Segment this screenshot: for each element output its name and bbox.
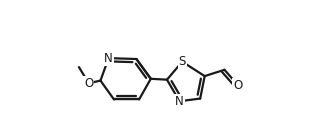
Text: O: O [84, 77, 93, 90]
Text: N: N [104, 52, 113, 65]
Text: N: N [175, 95, 184, 108]
Text: O: O [233, 79, 242, 92]
Text: S: S [179, 55, 186, 68]
